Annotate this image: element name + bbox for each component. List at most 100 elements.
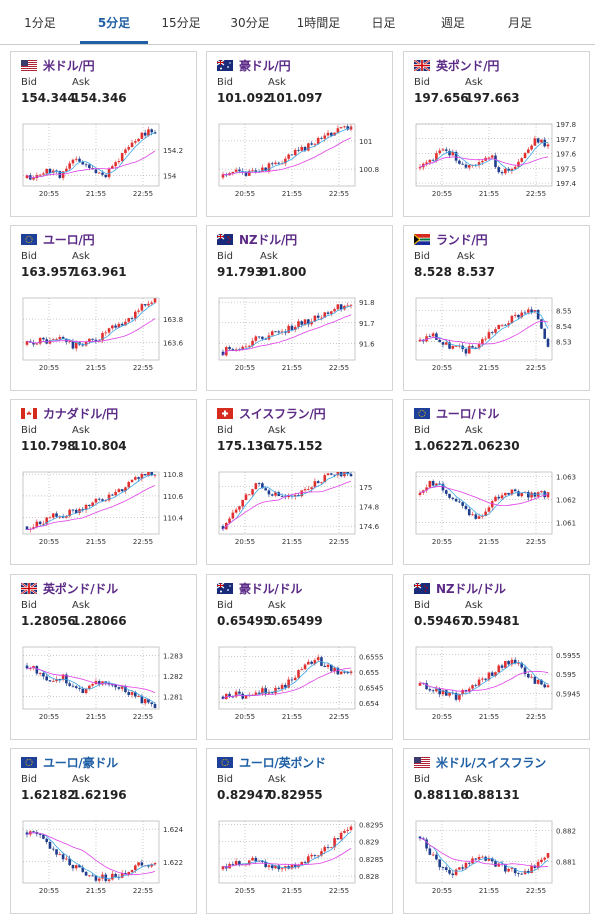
rate-card[interactable]: 米ドル/円 Bid Ask 154.344 154.346 154.2 154 20:55 21… (10, 51, 197, 217)
pair-name[interactable]: NZドル/円 (239, 232, 297, 247)
candle-down (25, 665, 29, 669)
candle-up (247, 494, 251, 496)
candle-down (97, 681, 101, 685)
candle-up (127, 482, 131, 488)
candle-down (297, 495, 300, 497)
pair-name[interactable]: ユーロ/ドル (436, 406, 500, 421)
candle-down (48, 680, 52, 682)
ask-label: Ask (268, 600, 286, 611)
pair-name[interactable]: 米ドル/スイスフラン (436, 755, 547, 770)
price-chart[interactable]: 91.8 91.7 91.6 20:55 21:55 22:55 (207, 288, 392, 388)
price-chart[interactable]: 1.283 1.282 1.281 20:55 21:55 22:55 (11, 637, 196, 737)
candle-up (270, 331, 274, 336)
y-tick-label: 0.8295 (359, 821, 384, 829)
tab-3[interactable]: 15分足 (161, 16, 201, 30)
y-tick-label: 91.8 (359, 299, 375, 307)
rate-card[interactable]: ランド/円 Bid Ask 8.528 8.537 8.55 8.54 8.53 20:55 21… (403, 225, 590, 391)
tab-4[interactable]: 30分足 (230, 16, 270, 30)
candle-down (270, 494, 274, 496)
pair-name[interactable]: 英ポンド/円 (436, 58, 500, 73)
rate-card[interactable]: ユーロ/英ポンド Bid Ask 0.82947 0.82955 0.8295 0.829 0… (206, 748, 393, 914)
pair-name[interactable]: 英ポンド/ドル (43, 581, 118, 596)
rate-card[interactable]: スイスフラン/円 Bid Ask 175.136 175.152 175 174.8 174.… (206, 399, 393, 565)
pair-name[interactable]: 米ドル/円 (43, 58, 95, 73)
rate-card[interactable]: 米ドル/スイスフラン Bid Ask 0.88116 0.88131 0.882 0.881… (403, 748, 590, 914)
candle-up (221, 174, 225, 178)
price-chart[interactable]: 101 100.8 20:55 21:55 22:55 (207, 114, 392, 214)
tab-8[interactable]: 月足 (507, 16, 532, 30)
tab-2[interactable]: 5分足 (80, 0, 148, 44)
tab-6[interactable]: 日足 (371, 16, 396, 30)
pair-name[interactable]: スイスフラン/円 (239, 406, 326, 421)
candle-up (520, 492, 524, 497)
candle-up (487, 332, 491, 339)
bid-label: Bid (414, 774, 430, 785)
price-chart[interactable]: 110.8 110.6 110.4 20:55 21:55 22:55 (11, 462, 196, 562)
candle-up (130, 692, 134, 695)
candle-down (274, 331, 277, 333)
rate-card[interactable]: NZドル/ドル Bid Ask 0.59467 0.59481 0.5955 0.595 0.… (403, 574, 590, 740)
price-chart[interactable]: 8.55 8.54 8.53 20:55 21:55 22:55 (404, 288, 589, 388)
pair-name[interactable]: ランド/円 (436, 232, 488, 247)
candle-down (490, 672, 494, 676)
tab-1[interactable]: 1分足 (24, 16, 56, 30)
pair-name[interactable]: NZドル/ドル (436, 581, 506, 596)
pair-name[interactable]: ユーロ/英ポンド (239, 755, 326, 770)
price-chart[interactable]: 163.8 163.6 20:55 21:55 22:55 (11, 288, 196, 388)
bid-label: Bid (21, 251, 37, 262)
candle-up (251, 340, 254, 346)
price-chart[interactable]: 0.882 0.881 20:55 21:55 22:55 (404, 811, 589, 911)
candle-down (444, 690, 448, 696)
candle-up (120, 873, 124, 878)
pair-name[interactable]: 豪ドル/円 (239, 58, 291, 73)
candle-up (150, 302, 154, 304)
price-chart[interactable]: 175 174.8 174.6 20:55 21:55 22:55 (207, 462, 392, 562)
price-chart[interactable]: 0.6555 0.655 0.6545 0.654 20:55 21:55 22:55 (207, 637, 392, 737)
pair-name[interactable]: 豪ドル/ドル (239, 581, 303, 596)
pair-name[interactable]: ユーロ/豪ドル (43, 755, 118, 770)
rate-card[interactable]: 英ポンド/ドル Bid Ask 1.28056 1.28066 1.283 1.282 1.2… (10, 574, 197, 740)
candle-down (45, 838, 48, 842)
rate-card[interactable]: ユーロ/ドル Bid Ask 1.06227 1.06230 1.063 1.062 1.06… (403, 399, 590, 565)
rate-card[interactable]: 豪ドル/ドル Bid Ask 0.65495 0.65499 0.6555 0.655 0.6… (206, 574, 393, 740)
price-chart[interactable]: 1.063 1.062 1.061 20:55 21:55 22:55 (404, 462, 589, 562)
ask-label: Ask (72, 77, 90, 88)
candle-up (484, 338, 487, 340)
rate-card[interactable]: ユーロ/円 Bid Ask 163.957 163.961 163.8 163.6 20:55… (10, 225, 197, 391)
candle-up (510, 489, 514, 495)
price-chart[interactable]: 154.2 154 20:55 21:55 22:55 (11, 114, 196, 214)
candle-up (287, 325, 290, 333)
candle-up (101, 681, 104, 685)
tab-7[interactable]: 週足 (440, 16, 465, 30)
flag-icon (21, 756, 37, 768)
ask-value: 1.28066 (72, 614, 127, 628)
rate-card[interactable]: 豪ドル/円 Bid Ask 101.092 101.097 101 100.8 20:55 21… (206, 51, 393, 217)
rate-card[interactable]: ユーロ/豪ドル Bid Ask 1.62182 1.62196 1.624 1.622 20:… (10, 748, 197, 914)
candle-up (61, 674, 65, 680)
price-chart[interactable]: 197.8 197.7 197.6 197.5 197.4 20:55 21:55 22:55 (404, 114, 589, 214)
pair-name[interactable]: ユーロ/円 (43, 232, 95, 247)
rate-card[interactable]: カナダドル/円 Bid Ask 110.798 110.804 110.8 110.6 110… (10, 399, 197, 565)
candle-up (320, 851, 323, 856)
candle-down (425, 683, 428, 690)
price-chart[interactable]: 0.5955 0.595 0.5945 20:55 21:55 22:55 (404, 637, 589, 737)
candle-down (451, 497, 455, 499)
bid-label: Bid (217, 774, 233, 785)
candle-up (533, 138, 537, 146)
tab-5[interactable]: 1時間足 (296, 16, 341, 30)
pair-name[interactable]: カナダドル/円 (43, 406, 118, 421)
candle-down (435, 854, 438, 860)
candle-up (546, 853, 550, 858)
x-tick-label: 20:55 (39, 538, 59, 546)
price-chart[interactable]: 0.8295 0.829 0.8285 0.828 20:55 21:55 22:55 (207, 811, 392, 911)
candle-down (120, 489, 124, 492)
candle-down (107, 682, 111, 685)
candle-down (71, 341, 75, 349)
rate-card[interactable]: 英ポンド/円 Bid Ask 197.656 197.663 197.8 197.7 197.… (403, 51, 590, 217)
price-chart[interactable]: 1.624 1.622 20:55 21:55 22:55 (11, 811, 196, 911)
candle-up (254, 692, 258, 695)
candle-up (38, 673, 42, 674)
rate-card[interactable]: NZドル/円 Bid Ask 91.793 91.800 91.8 91.7 91.6 20:5… (206, 225, 393, 391)
ask-value: 163.961 (72, 265, 127, 279)
candle-up (477, 344, 481, 349)
